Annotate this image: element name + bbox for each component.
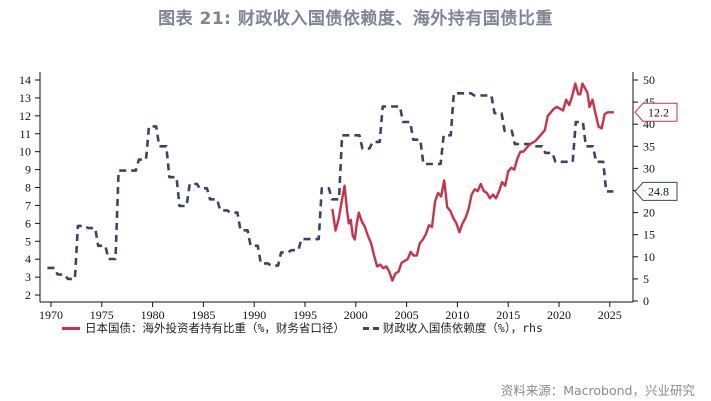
axes: 2345678910111213140510152025303540455019…: [19, 72, 655, 322]
right-tick-label: 35: [643, 139, 655, 153]
left-tick-label: 5: [25, 234, 31, 248]
rhs-dashed-line: [47, 92, 614, 281]
lhs-solid-line: [331, 82, 614, 282]
right-tick-label: 50: [643, 73, 655, 87]
rhs-last-value: 24.8: [648, 184, 669, 198]
right-tick-label: 30: [643, 161, 655, 175]
x-tick-label: 1980: [141, 308, 165, 322]
left-tick-label: 12: [19, 109, 31, 123]
source-note: 资料来源：Macrobond，兴业研究: [500, 383, 695, 398]
lhs-last-value-callout: 12.2: [634, 102, 678, 122]
legend: 日本国债：海外投资者持有比重（%，财务省口径） 财政收入国债依赖度（%），rhs: [62, 320, 543, 336]
right-tick-label: 5: [643, 272, 649, 286]
legend-label-lhs: 日本国债：海外投资者持有比重（%，财务省口径）: [85, 321, 345, 335]
left-tick-label: 3: [25, 270, 31, 284]
x-tick-label: 1970: [39, 308, 63, 322]
left-tick-label: 13: [19, 91, 31, 105]
left-tick-label: 7: [25, 198, 31, 212]
left-tick-label: 8: [25, 181, 31, 195]
rhs-last-value-callout: 24.8: [634, 181, 678, 201]
left-tick-label: 2: [25, 288, 31, 302]
right-tick-label: 0: [643, 294, 649, 308]
x-tick-label: 2020: [547, 308, 571, 322]
x-tick-label: 2015: [496, 308, 520, 322]
left-tick-label: 9: [25, 163, 31, 177]
x-tick-label: 2000: [344, 308, 368, 322]
left-tick-label: 10: [19, 145, 31, 159]
x-tick-label: 2010: [445, 308, 469, 322]
left-tick-label: 11: [19, 127, 31, 141]
x-tick-label: 2005: [395, 308, 419, 322]
right-tick-label: 20: [643, 206, 655, 220]
x-tick-label: 1995: [293, 308, 317, 322]
x-tick-label: 1990: [242, 308, 266, 322]
lhs-last-value: 12.2: [648, 105, 669, 119]
right-tick-label: 10: [643, 250, 655, 264]
left-tick-label: 6: [25, 216, 31, 230]
x-tick-label: 1985: [191, 308, 215, 322]
callouts: 12.2 24.8: [634, 102, 678, 201]
legend-swatch-rhs: [362, 326, 379, 330]
left-tick-label: 14: [19, 73, 31, 87]
legend-swatch-lhs: [62, 326, 80, 330]
chart-title: 图表 21: 财政收入国债依赖度、海外持有国债比重: [158, 9, 553, 29]
x-tick-label: 2025: [598, 308, 622, 322]
right-tick-label: 15: [643, 228, 655, 242]
left-tick-label: 4: [25, 252, 31, 266]
series-layer: [47, 82, 614, 282]
legend-label-rhs: 财政收入国债依赖度（%），rhs: [382, 321, 543, 335]
x-tick-label: 1975: [90, 308, 114, 322]
